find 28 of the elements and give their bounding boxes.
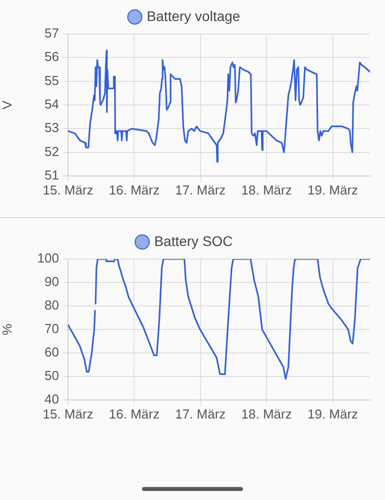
y-axis-title: V — [0, 100, 14, 110]
y-tick-label: 50 — [44, 368, 59, 384]
y-tick-label: 56 — [44, 49, 59, 64]
x-tick-label: 17. März — [175, 406, 226, 422]
x-tick-label: 17. März — [175, 182, 226, 198]
y-tick-label: 57 — [44, 26, 59, 41]
y-tick-label: 90 — [44, 274, 59, 290]
y-tick-label: 51 — [44, 168, 59, 183]
y-tick-label: 53 — [44, 120, 59, 136]
x-tick-label: 16. März — [108, 406, 160, 422]
x-tick-label: 18. März — [241, 406, 292, 422]
x-tick-label: 19. März — [307, 406, 358, 422]
x-tick-label: 15. März — [42, 406, 94, 422]
legend-label: Battery voltage — [146, 8, 240, 24]
y-tick-label: 100 — [37, 250, 59, 266]
x-tick-label: 15. März — [42, 182, 94, 198]
y-tick-label: 54 — [44, 96, 59, 112]
y-tick-label: 55 — [44, 72, 59, 88]
y-tick-label: 70 — [44, 321, 59, 336]
y-tick-label: 52 — [44, 144, 59, 159]
y-tick-label: 40 — [44, 392, 59, 407]
y-axis-title: % — [0, 323, 14, 336]
y-tick-label: 60 — [44, 344, 59, 360]
x-tick-label: 18. März — [241, 182, 292, 198]
legend-label: Battery SOC — [154, 232, 233, 249]
x-tick-label: 19. März — [307, 182, 358, 198]
y-tick-label: 80 — [44, 298, 59, 313]
x-tick-label: 16. März — [108, 182, 160, 198]
